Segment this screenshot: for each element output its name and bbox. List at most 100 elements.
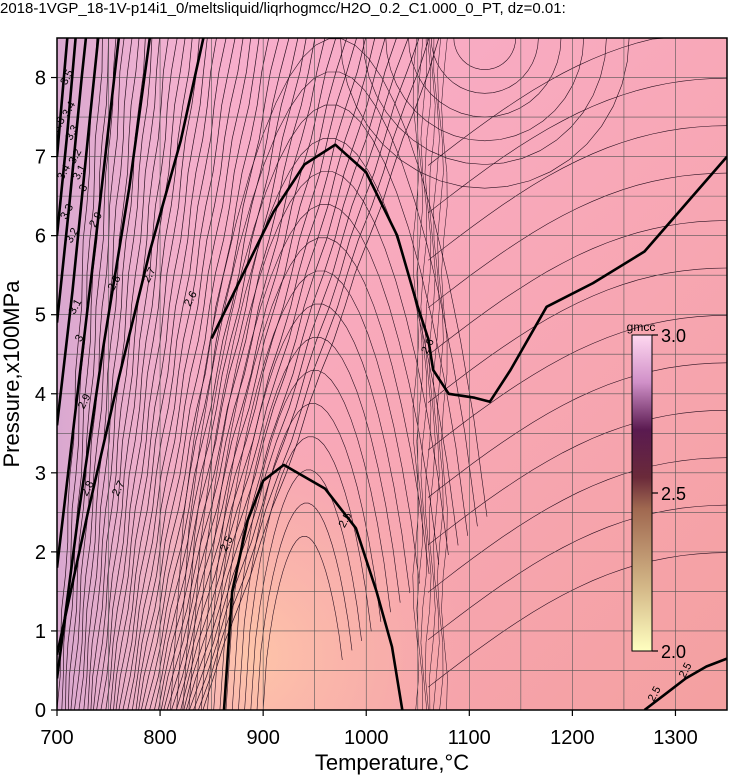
contour-label: 3 — [77, 183, 90, 194]
contour-line — [185, 38, 397, 710]
plot-frame — [56, 37, 728, 711]
contour-label: 3 — [73, 333, 86, 344]
contour-line — [412, 38, 420, 710]
contour-bold-2.8 — [57, 38, 152, 679]
contour-line — [250, 469, 362, 710]
y-tick-label: 7 — [35, 147, 46, 169]
colorbar-gradient — [631, 334, 653, 652]
x-tick-label: 900 — [246, 727, 279, 749]
contour-line — [340, 38, 630, 189]
contour-line — [427, 362, 727, 498]
contour-line — [163, 38, 337, 710]
contour-line — [135, 38, 260, 710]
contour-line — [427, 172, 727, 309]
contour-line — [100, 38, 186, 710]
contour-line — [140, 38, 280, 710]
contour-line — [198, 38, 430, 710]
contour-line — [96, 38, 178, 710]
contour-line — [138, 38, 270, 710]
contour-line — [385, 38, 584, 142]
y-tick-label: 8 — [35, 68, 46, 90]
contour-line — [430, 38, 539, 94]
y-tick-label: 5 — [35, 305, 46, 327]
x-tick-label: 700 — [40, 727, 73, 749]
contour-bold-2.7 — [57, 38, 205, 655]
contour-bold-3.1 — [57, 38, 88, 323]
contour-line — [113, 38, 208, 710]
contour-line — [424, 38, 432, 710]
contour-line — [93, 38, 169, 710]
contour-line — [118, 38, 227, 710]
colorbar-tick-label: 2.5 — [661, 484, 686, 504]
contour-line — [170, 38, 488, 710]
contour-line — [427, 77, 727, 214]
x-axis-ticks: 700 800 900 1000 1100 1200 1300 — [40, 710, 698, 749]
contour-bold-2.5 — [643, 657, 727, 710]
contour-line — [213, 270, 420, 710]
y-tick-label: 3 — [35, 463, 46, 485]
x-axis-label: Temperature,°C — [315, 750, 469, 775]
contour-bold-3.3 — [57, 38, 69, 157]
contour-line — [427, 410, 727, 546]
contour-line — [427, 552, 727, 688]
contour-line — [429, 38, 436, 710]
contour-line — [427, 504, 727, 641]
chart-title: 2018-1VGP_18-1V-p14i1_0/meltsliquid/liqr… — [0, 0, 566, 17]
y-tick-label: 1 — [35, 621, 46, 643]
y-tick-label: 6 — [35, 226, 46, 248]
contour-line — [90, 38, 160, 710]
y-tick-label: 2 — [35, 542, 46, 564]
contour-line — [437, 38, 444, 710]
colorbar-label: gmcc — [627, 320, 656, 334]
contour-line — [201, 204, 440, 710]
contour-line — [427, 267, 727, 403]
contour-line — [122, 38, 236, 710]
colorbar-ticks: 2.0 2.5 3.0 — [652, 326, 686, 662]
contour-line — [256, 502, 353, 710]
y-tick-label: 0 — [35, 700, 46, 722]
colorbar-tick-label: 2.0 — [661, 642, 686, 662]
contour-line — [176, 71, 478, 710]
contour-line — [262, 536, 343, 710]
contour-line — [127, 38, 244, 710]
contour-bold-2.5 — [222, 463, 404, 710]
contour-line — [149, 38, 299, 710]
contour-line — [427, 125, 727, 261]
contour-line — [362, 38, 607, 165]
contour-line — [244, 436, 372, 710]
contour-bold-3 — [57, 38, 100, 426]
x-tick-label: 1200 — [550, 727, 595, 749]
contour-line — [109, 38, 200, 710]
contour-line — [433, 38, 440, 710]
contour-line — [453, 38, 516, 70]
contour-line — [74, 38, 133, 710]
contour-line — [207, 237, 430, 710]
contour-line — [154, 38, 307, 710]
thin-contour-lines — [57, 38, 727, 710]
x-tick-label: 1100 — [448, 727, 491, 749]
contour-line — [427, 38, 727, 166]
contour-label: 3.5 — [50, 115, 68, 134]
contour-line — [194, 171, 449, 710]
contour-line — [144, 38, 290, 710]
contour-line — [57, 38, 98, 710]
contour-line — [427, 315, 727, 451]
y-tick-label: 4 — [35, 384, 46, 406]
contour-line — [115, 38, 217, 710]
contour-line — [202, 38, 440, 710]
contour-line — [225, 337, 401, 710]
contour-line — [160, 38, 326, 710]
contour-line — [189, 38, 409, 710]
x-tick-label: 800 — [143, 727, 176, 749]
contour-line — [427, 220, 727, 356]
colorbar-tick-label: 3.0 — [661, 326, 686, 346]
contour-bold-2.9 — [57, 38, 121, 568]
contour-line — [182, 104, 468, 710]
colorbar: gmcc 2.0 2.5 3.0 — [627, 320, 686, 662]
x-tick-label: 1300 — [653, 727, 698, 749]
contour-line — [78, 38, 140, 710]
contour-line — [176, 38, 366, 710]
contour-line — [420, 38, 428, 710]
